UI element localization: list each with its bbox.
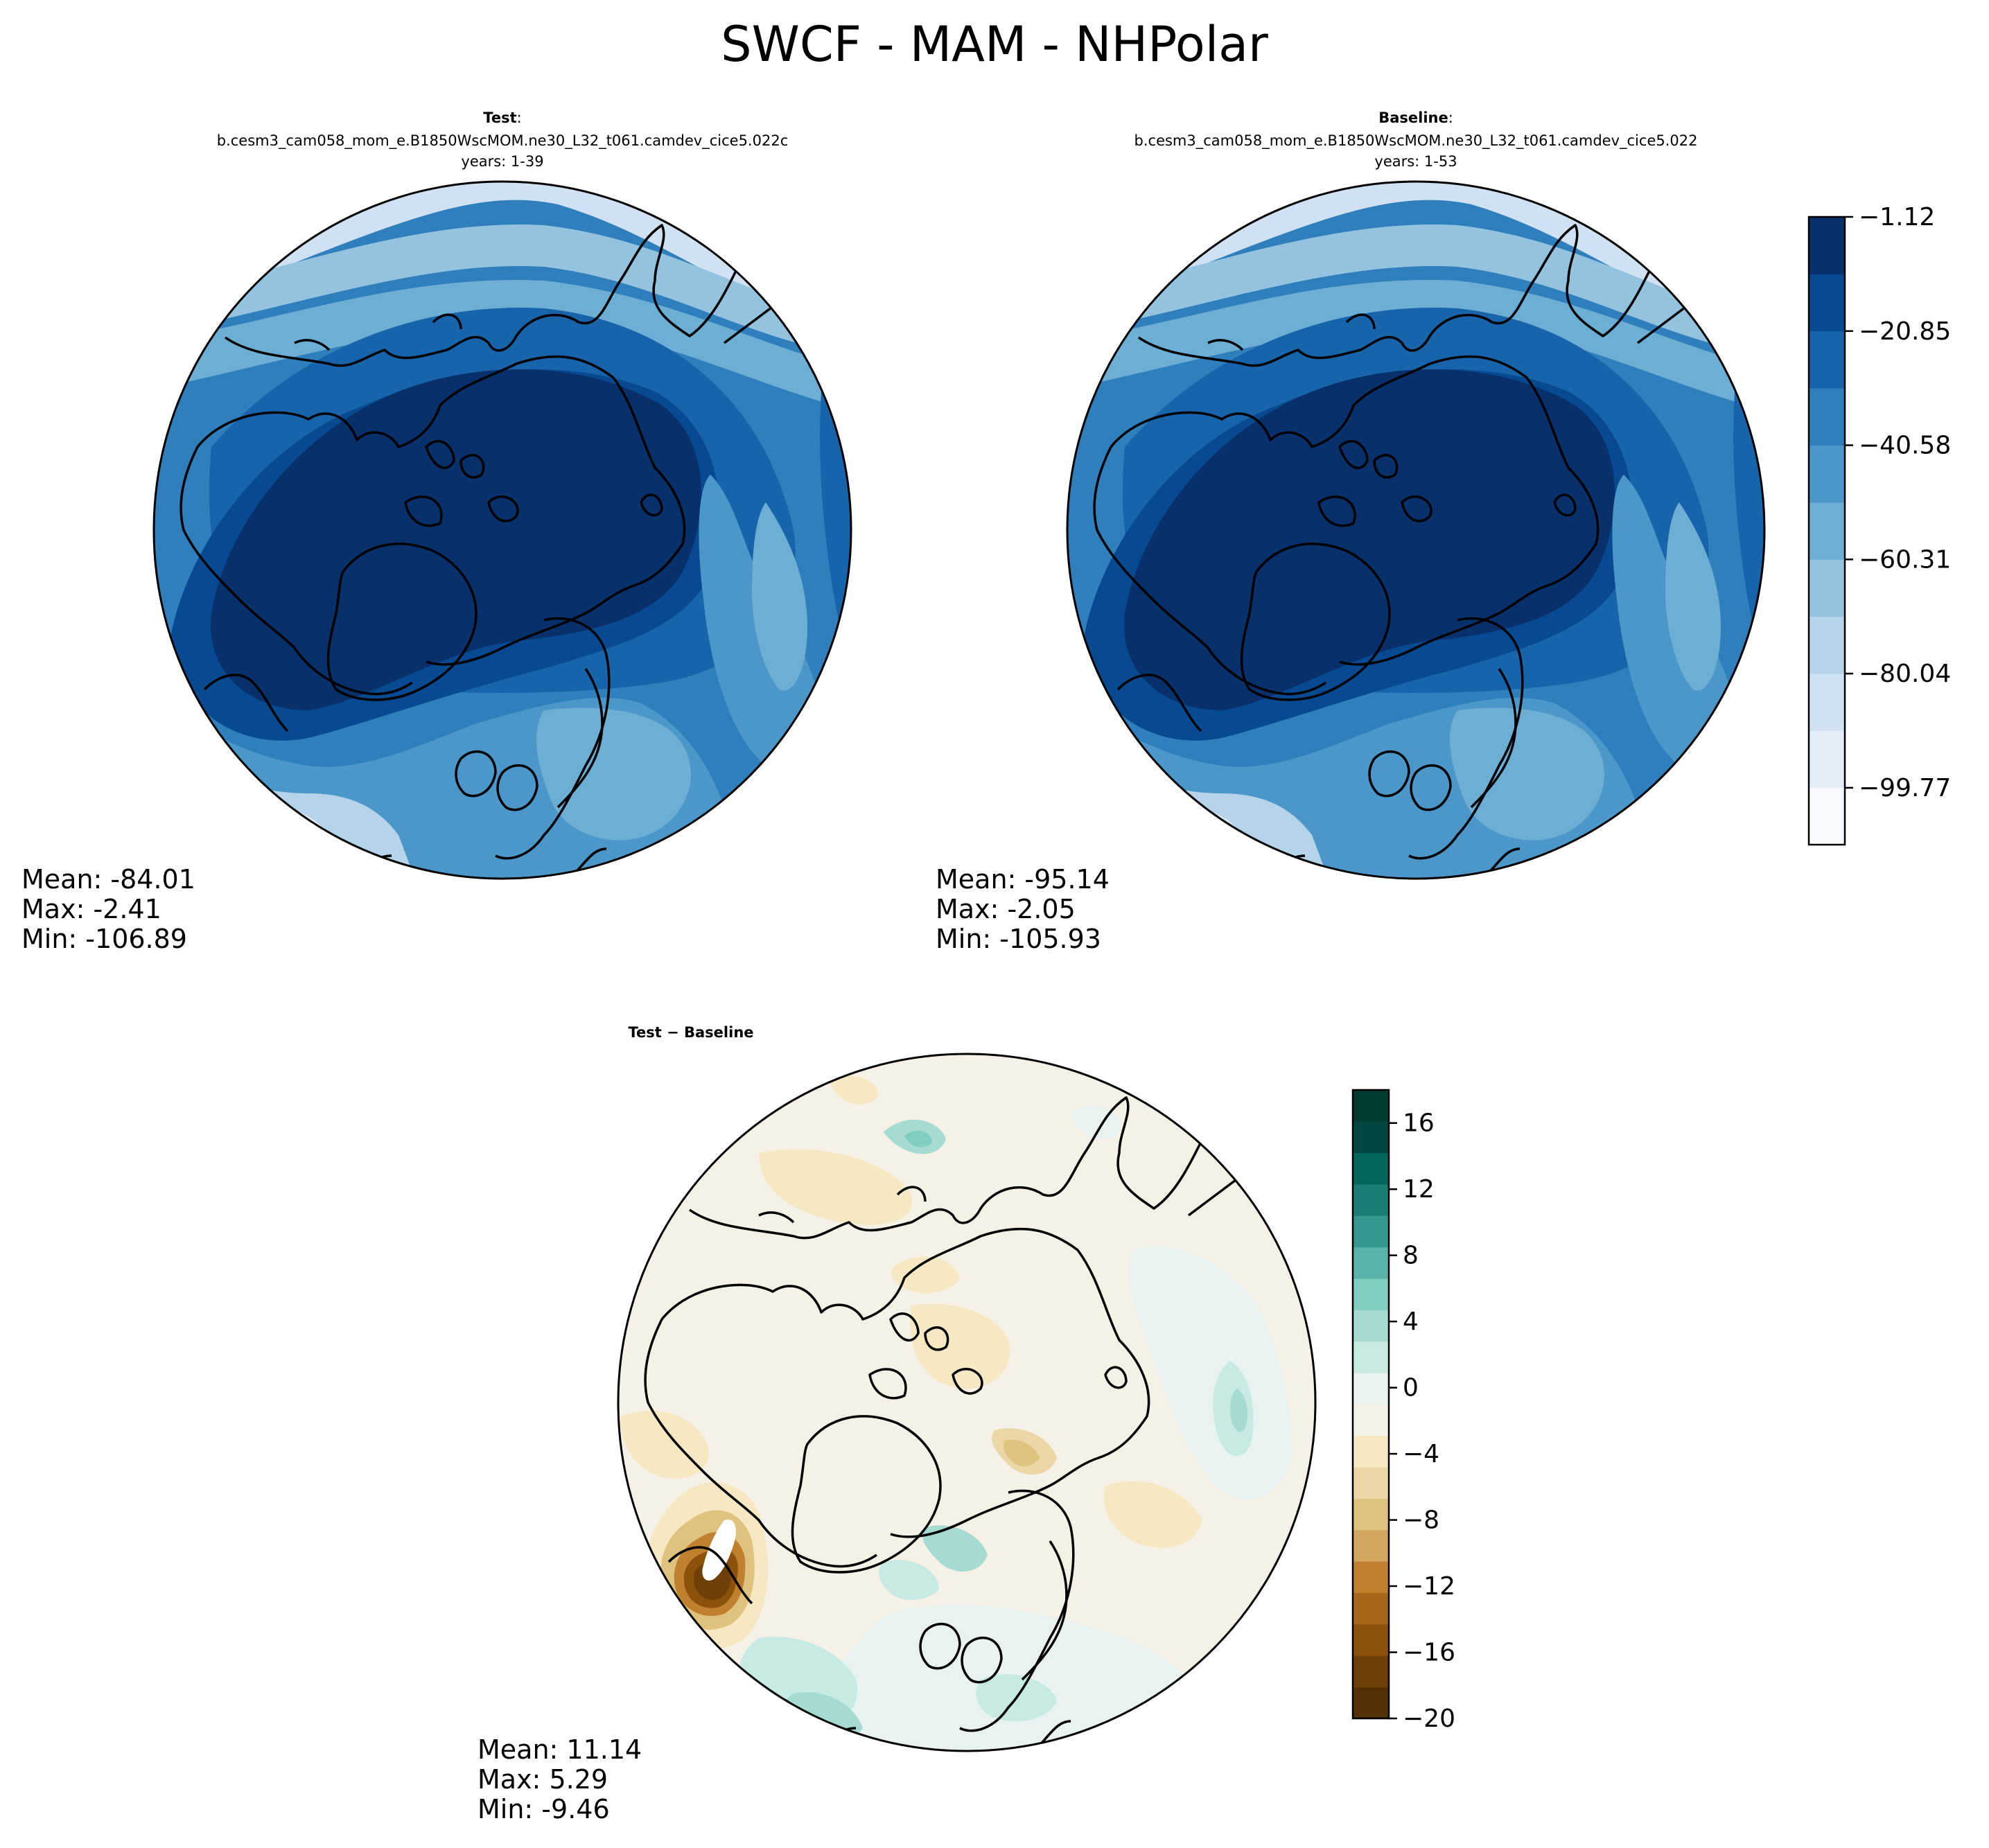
main-colorbar-segment (1809, 616, 1845, 674)
diff-colorbar-tick-label: 16 (1403, 1109, 1435, 1138)
diff-mean: Mean: 11.14 (477, 1734, 642, 1765)
test-years: years: 1-39 (461, 153, 543, 170)
main-colorbar-segment (1809, 559, 1845, 617)
diff-colorbar-tick-label: −20 (1403, 1705, 1455, 1733)
diff-colorbar-segment (1353, 1310, 1389, 1342)
figure-title: SWCF - MAM - NHPolar (721, 16, 1268, 73)
main-colorbar-segment (1809, 787, 1845, 845)
test-mean: Mean: -84.01 (21, 864, 195, 895)
diff-colorbar-segment (1353, 1121, 1389, 1154)
main-colorbar-tick-label: −1.12 (1859, 203, 1935, 231)
main-colorbar-segment (1809, 445, 1845, 503)
baseline-case-name: b.cesm3_cam058_mom_e.B1850WscMOM.ne30_L3… (1134, 132, 1698, 150)
diff-colorbar-segment (1353, 1215, 1389, 1248)
diff-colorbar-segment (1353, 1561, 1389, 1594)
diff-colorbar-segment (1353, 1498, 1389, 1531)
test-min: Min: -106.89 (21, 924, 187, 954)
diff-colorbar-segment (1353, 1090, 1389, 1122)
baseline-max: Max: -2.05 (936, 894, 1076, 924)
test-panel: Test: b.cesm3_cam058_mom_e.B1850WscMOM.n… (21, 109, 852, 954)
main-colorbar-segment (1809, 502, 1845, 560)
main-colorbar-segment (1809, 388, 1845, 446)
main-colorbar-tick-label: −80.04 (1859, 660, 1951, 688)
diff-colorbar-frame (1351, 1089, 1390, 1720)
diff-colorbar-segment (1353, 1467, 1389, 1499)
diff-map-boundary (617, 1053, 1317, 1752)
test-panel-title: Test: (483, 109, 521, 126)
diff-panel-title: Test − Baseline (628, 1024, 753, 1041)
test-max: Max: -2.41 (21, 894, 161, 924)
test-map (154, 182, 851, 879)
diff-colorbar-segment (1353, 1623, 1389, 1656)
baseline-years: years: 1-53 (1374, 153, 1457, 170)
diff-colorbar-tick-label: −8 (1403, 1506, 1439, 1535)
diff-colorbar-tick-label: 4 (1403, 1308, 1419, 1336)
diff-colorbar-tick-label: 8 (1403, 1242, 1419, 1270)
diff-colorbar-segment (1353, 1529, 1389, 1562)
diff-colorbar: 16 12 8 4 0 −4 −8 −12 −16 −20 (1351, 1089, 1455, 1733)
main-colorbar-tick-label: −20.85 (1859, 317, 1951, 346)
diff-min: Min: -9.46 (477, 1794, 610, 1824)
diff-colorbar-segment (1353, 1655, 1389, 1688)
main-colorbar-segment (1809, 274, 1845, 332)
diff-colorbar-tick-label: −16 (1403, 1639, 1455, 1667)
diff-colorbar-tick-label: 12 (1403, 1175, 1435, 1204)
main-colorbar-segment (1809, 217, 1845, 274)
diff-colorbar-segment (1353, 1435, 1389, 1468)
main-colorbar: −1.12 −20.85 −40.58 −60.31 −80.04 −99.77 (1807, 203, 1951, 846)
diff-colorbar-segment (1353, 1341, 1389, 1373)
main-colorbar-segment (1809, 673, 1845, 731)
main-colorbar-tick-label: −40.58 (1859, 432, 1951, 460)
baseline-map-boundary (1066, 180, 1766, 880)
diff-colorbar-segment (1353, 1373, 1389, 1405)
diff-colorbar-segment (1353, 1247, 1389, 1279)
baseline-min: Min: -105.93 (936, 924, 1101, 954)
diff-max: Max: 5.29 (477, 1764, 608, 1795)
diff-panel: Test − Baseline Mean: 11.14 Max: 5.29 Mi… (477, 1024, 1317, 1824)
baseline-panel-title: Baseline: (1378, 109, 1453, 126)
diff-colorbar-tick-label: 0 (1403, 1374, 1419, 1402)
diff-map (618, 1054, 1315, 1751)
main-colorbar-frame (1807, 215, 1846, 846)
main-colorbar-segment (1809, 730, 1845, 789)
diff-colorbar-segment (1353, 1592, 1389, 1625)
test-map-boundary (152, 180, 852, 880)
diff-colorbar-segment (1353, 1152, 1389, 1185)
main-colorbar-tick-label: −99.77 (1859, 774, 1951, 802)
baseline-map (1067, 182, 1764, 879)
test-case-name: b.cesm3_cam058_mom_e.B1850WscMOM.ne30_L3… (217, 132, 789, 150)
diff-colorbar-segment (1353, 1404, 1389, 1436)
diff-colorbar-tick-label: −4 (1403, 1440, 1439, 1468)
baseline-mean: Mean: -95.14 (936, 864, 1110, 895)
diff-colorbar-segment (1353, 1687, 1389, 1719)
main-colorbar-segment (1809, 331, 1845, 389)
diff-colorbar-tick-label: −12 (1403, 1572, 1455, 1601)
main-colorbar-tick-label: −60.31 (1859, 545, 1951, 574)
baseline-panel: Baseline: b.cesm3_cam058_mom_e.B1850WscM… (936, 109, 1766, 954)
diff-colorbar-segment (1353, 1278, 1389, 1310)
diff-colorbar-segment (1353, 1184, 1389, 1216)
